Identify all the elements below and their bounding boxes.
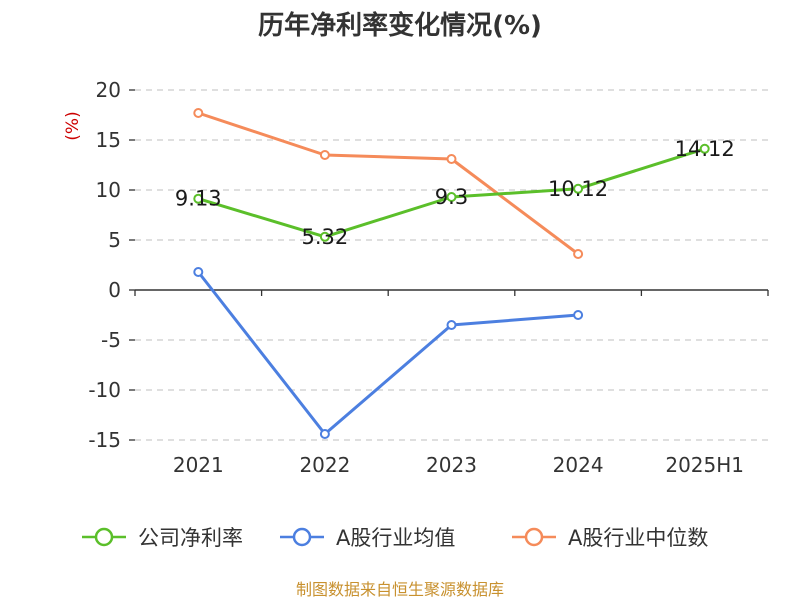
data-point[interactable]	[319, 231, 330, 242]
data-point[interactable]	[573, 310, 584, 320]
legend-label[interactable]: A股行业均值	[336, 526, 455, 550]
series-line	[197, 111, 580, 256]
x-tick-label: 2023	[426, 453, 477, 477]
legend-swatch-marker	[292, 527, 312, 547]
y-tick-label: 5	[108, 228, 121, 252]
chart-title: 历年净利率变化情况(%)	[258, 10, 542, 41]
y-tick-label: -10	[88, 378, 121, 402]
data-point[interactable]	[319, 150, 330, 160]
series-line	[197, 271, 579, 436]
data-point[interactable]	[446, 320, 457, 330]
gridlines	[135, 89, 768, 441]
y-tick-label: 20	[96, 78, 121, 102]
y-axis-unit: (%)	[63, 111, 83, 140]
x-axis-ticks: 2021 2022 2023 2024 2025H1	[173, 453, 744, 477]
legend-label[interactable]: 公司净利率	[138, 526, 243, 550]
x-tick-label: 2021	[173, 453, 224, 477]
data-label: 9.3	[435, 185, 468, 209]
legend-label[interactable]: A股行业中位数	[568, 526, 708, 550]
y-tick-label: -5	[101, 328, 121, 352]
y-tick-label: 0	[108, 278, 121, 302]
x-tick-label: 2025H1	[665, 453, 744, 477]
data-label: 10.12	[548, 177, 608, 201]
data-label: 9.13	[175, 187, 222, 211]
y-tick-label: 10	[96, 178, 121, 202]
data-label: 14.12	[675, 137, 735, 161]
legend-swatch-marker	[94, 527, 114, 547]
data-point[interactable]	[319, 429, 330, 439]
series-lines	[193, 108, 710, 439]
data-point[interactable]	[193, 108, 204, 118]
data-point[interactable]	[446, 154, 457, 164]
data-label: 5.32	[302, 225, 349, 249]
legend[interactable]: 公司净利率 A股行业均值 A股行业中位数	[82, 526, 708, 550]
y-axis-ticks: 20 15 10 5 0 -5 -10 -15	[88, 78, 135, 452]
data-point[interactable]	[193, 267, 204, 277]
data-point[interactable]	[446, 192, 457, 202]
y-tick-label: -15	[88, 428, 121, 452]
x-tick-label: 2024	[553, 453, 604, 477]
data-point[interactable]	[573, 183, 584, 194]
data-point[interactable]	[699, 143, 710, 154]
data-point[interactable]	[193, 193, 204, 204]
data-point[interactable]	[573, 249, 584, 259]
source-note: 制图数据来自恒生聚源数据库	[296, 580, 504, 599]
legend-swatch-marker	[524, 527, 544, 547]
y-tick-label: 15	[96, 128, 121, 152]
data-labels: 9.13 5.32 9.3 10.12 14.12	[175, 137, 735, 249]
x-tick-label: 2022	[299, 453, 350, 477]
x-axis	[134, 289, 769, 296]
